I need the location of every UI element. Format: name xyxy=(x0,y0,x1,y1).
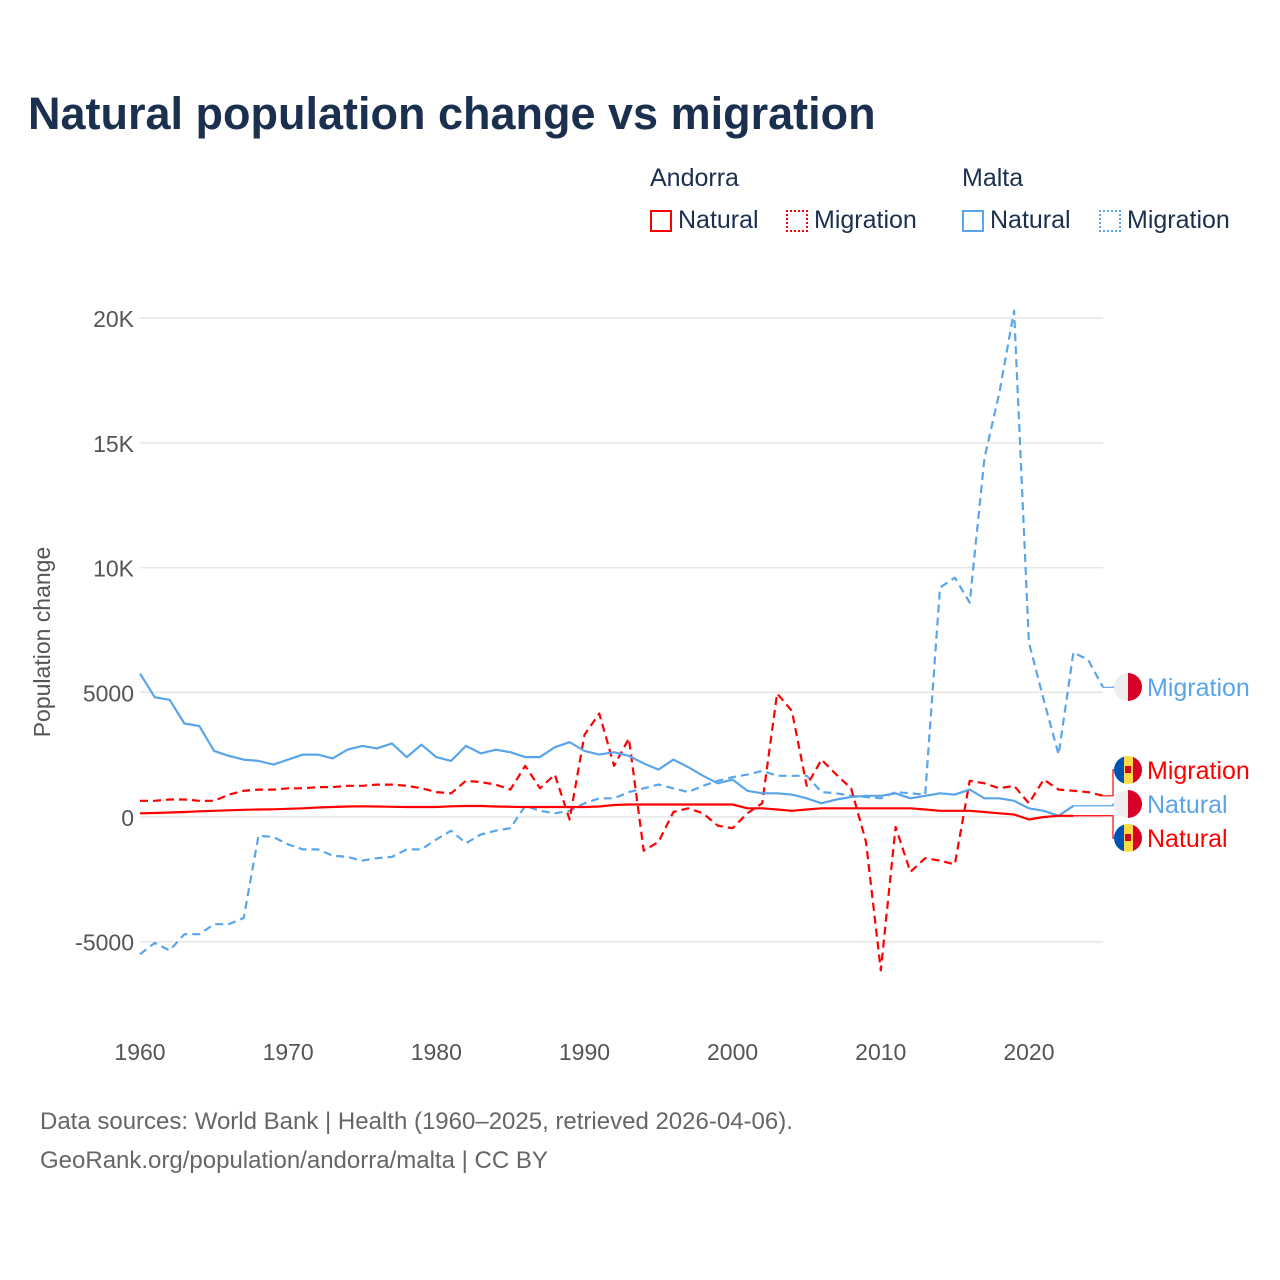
legend-malta-migration[interactable]: Migration xyxy=(1099,206,1230,235)
y-tick-label: 5000 xyxy=(83,680,134,706)
legend-label: Natural xyxy=(678,206,759,234)
x-tick-label: 1990 xyxy=(559,1039,610,1065)
x-tick-label: 1960 xyxy=(114,1039,165,1065)
series-end-label: Natural xyxy=(1147,825,1228,853)
series-end-label: Migration xyxy=(1147,674,1250,702)
series-end-label: Migration xyxy=(1147,757,1250,785)
legend-group-malta: Malta xyxy=(962,164,1024,192)
dotted-swatch-icon xyxy=(786,209,808,232)
chart-title: Natural population change vs migration xyxy=(28,88,876,139)
solid-swatch-icon xyxy=(962,209,984,232)
x-tick-label: 2020 xyxy=(1003,1039,1054,1065)
y-tick-label: 0 xyxy=(121,805,134,831)
y-tick-label: 15K xyxy=(93,431,135,457)
series-line-andorra-natural[interactable] xyxy=(139,803,1074,821)
x-tick-label: 2000 xyxy=(707,1039,758,1065)
andorra-flag-icon xyxy=(1114,824,1142,852)
series-line-malta-migration[interactable] xyxy=(139,309,1104,956)
dotted-swatch-icon xyxy=(1099,209,1121,232)
y-tick-label: 20K xyxy=(93,306,135,332)
y-axis-label: Population change xyxy=(29,547,55,738)
solid-swatch-icon xyxy=(650,209,672,232)
x-tick-label: 2010 xyxy=(855,1039,906,1065)
legend-label: Migration xyxy=(814,206,917,234)
series-line-malta-natural[interactable] xyxy=(139,673,1075,817)
legend-andorra-natural[interactable]: Natural xyxy=(650,206,759,235)
malta-flag-icon xyxy=(1114,673,1142,701)
x-tick-label: 1980 xyxy=(411,1039,462,1065)
y-tick-label: 10K xyxy=(93,556,135,582)
legend-label: Natural xyxy=(990,206,1071,234)
source-link[interactable]: GeoRank.org/population/andorra/malta | C… xyxy=(40,1147,548,1174)
legend-label: Migration xyxy=(1127,206,1230,234)
legend-malta-natural[interactable]: Natural xyxy=(962,206,1071,235)
andorra-flag-icon xyxy=(1114,756,1142,784)
legend-andorra-migration[interactable]: Migration xyxy=(786,206,917,235)
x-tick-label: 1970 xyxy=(263,1039,314,1065)
series-line-andorra-migration[interactable] xyxy=(140,692,1104,972)
label-leader-line xyxy=(1073,815,1120,839)
series-end-label: Natural xyxy=(1147,791,1228,819)
label-leader-line xyxy=(1073,803,1120,807)
y-tick-label: -5000 xyxy=(75,930,134,956)
malta-flag-icon xyxy=(1114,790,1142,818)
legend-group-andorra: Andorra xyxy=(650,164,739,192)
source-text: Data sources: World Bank | Health (1960–… xyxy=(40,1108,793,1135)
